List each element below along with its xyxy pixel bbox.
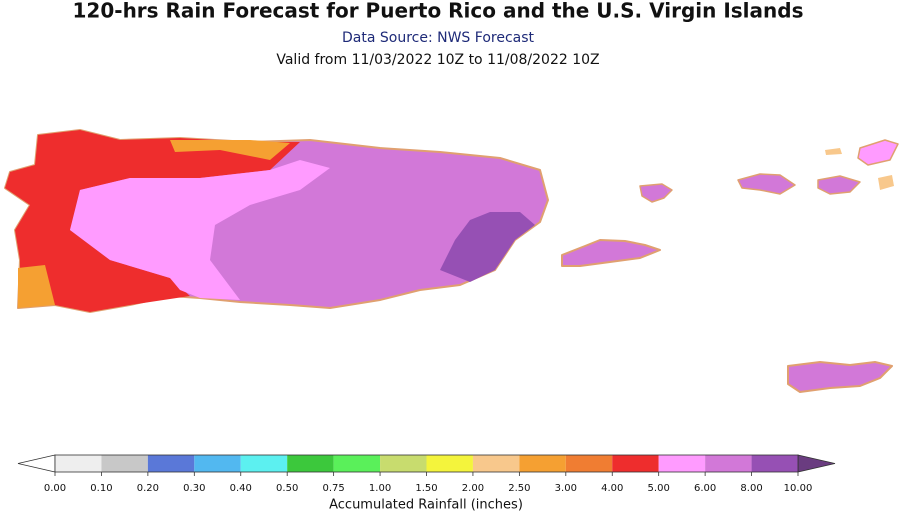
- colorbar-segment: [519, 455, 566, 472]
- colorbar-tick-label: 0.40: [230, 483, 252, 494]
- source: Data Source: NWS Forecast: [342, 30, 535, 46]
- colorbar-tick-label: 0.75: [322, 483, 344, 494]
- culebra: [639, 183, 673, 203]
- colorbar-under: [17, 454, 56, 473]
- islet: [825, 148, 842, 155]
- region-pink: [70, 160, 330, 300]
- colorbar-tick-label: 6.00: [694, 483, 716, 494]
- colorbar-tick-label: 0.10: [90, 483, 112, 494]
- st-croix: [787, 361, 893, 393]
- colorbar-tick-label: 2.50: [508, 483, 530, 494]
- st-john: [817, 175, 861, 195]
- colorbar-tick-label: 3.00: [555, 483, 577, 494]
- colorbar-tick-label: 1.00: [369, 483, 391, 494]
- colorbar-segment: [194, 455, 241, 472]
- colorbar-tick-label: 2.00: [462, 483, 484, 494]
- islet: [878, 175, 894, 190]
- colorbar-segment: [147, 455, 195, 472]
- colorbar-tick-label: 8.00: [740, 483, 762, 494]
- colorbar-segment: [101, 455, 148, 472]
- colorbar-tick-label: 10.00: [784, 483, 813, 494]
- region-orange-north: [170, 140, 290, 160]
- region-orange: [18, 265, 55, 308]
- title: 120-hrs Rain Forecast for Puerto Rico an…: [73, 0, 804, 23]
- colorbar-segment: [287, 455, 334, 472]
- colorbar-segment: [333, 455, 381, 472]
- colorbar-over: [797, 454, 836, 473]
- colorbar-tick-label: 5.00: [648, 483, 670, 494]
- colorbar-tick-label: 0.00: [44, 483, 66, 494]
- colorbar-segment: [565, 455, 613, 472]
- colorbar: 0.00 0.10 0.20 0.30 0.40 0.50 0.75 1.00 1.50 2.00…: [17, 454, 836, 494]
- region-dark-purple: [440, 212, 535, 282]
- st-thomas: [737, 173, 796, 195]
- colorbar-tick-label: 1.50: [415, 483, 437, 494]
- colorbar-segment: [426, 455, 473, 472]
- colorbar-segment: [705, 455, 752, 472]
- region-red: [5, 130, 300, 312]
- colorbar-segment: [55, 455, 102, 472]
- colorbar-tick-label: 0.30: [183, 483, 205, 494]
- map: [4, 129, 899, 393]
- colorbar-segment: [472, 455, 520, 472]
- colorbar-tick-label: 4.00: [601, 483, 623, 494]
- tortola: [857, 139, 899, 166]
- colorbar-tick-label: 0.20: [137, 483, 159, 494]
- colorbar-segment: [751, 455, 798, 472]
- colorbar-segment: [380, 455, 427, 472]
- colorbar-segment: [240, 455, 288, 472]
- colorbar-label: Accumulated Rainfall (inches): [329, 498, 523, 513]
- colorbar-segment: [658, 455, 706, 472]
- colorbar-segment: [612, 455, 659, 472]
- colorbar-tick-label: 0.50: [276, 483, 298, 494]
- valid-range: Valid from 11/03/2022 10Z to 11/08/2022 …: [276, 52, 599, 68]
- vieques: [561, 239, 661, 267]
